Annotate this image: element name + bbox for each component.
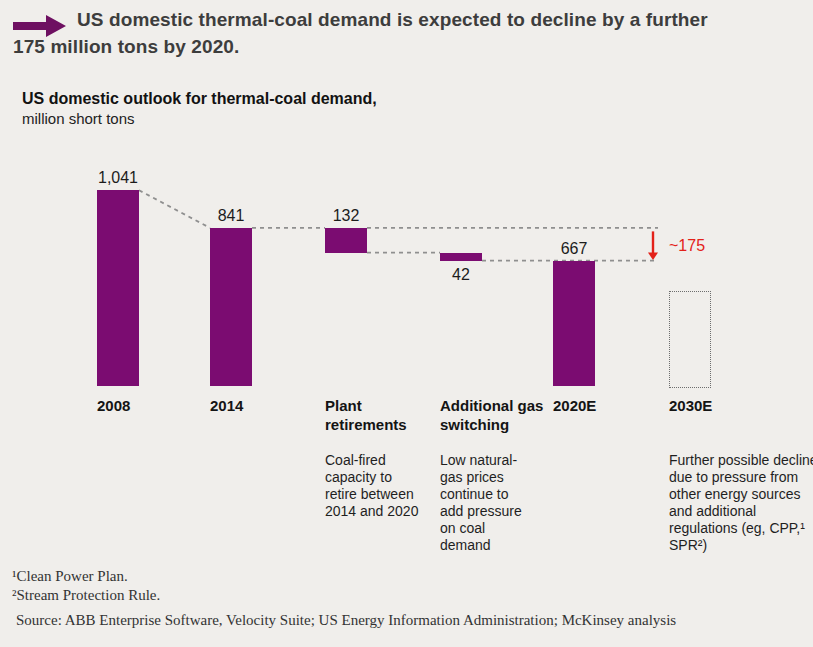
arrow-down-icon-head xyxy=(648,253,658,261)
category-label-plant-retirements: Plant retirements xyxy=(325,396,435,434)
bar-2014 xyxy=(210,228,252,386)
description-2030e: Further possible declines due to pressur… xyxy=(669,452,813,554)
connector-line xyxy=(139,190,210,228)
description-additional-gas-switching: Low natural-gas prices continue to add p… xyxy=(440,452,532,554)
chart-area: ~175 1,041 2008 841 2014 132 Plant retirement… xyxy=(0,0,813,647)
category-label-2008: 2008 xyxy=(97,396,207,415)
projected-bar-2030e xyxy=(669,291,711,388)
decline-delta-label: ~175 xyxy=(669,237,705,255)
value-label-2014: 841 xyxy=(218,207,245,225)
value-label-2008: 1,041 xyxy=(98,169,138,187)
bar-plant-retirements xyxy=(325,228,367,253)
value-label-2020e: 667 xyxy=(561,240,588,258)
value-label-plant-retirements: 132 xyxy=(333,207,360,225)
page: US domestic thermal-coal demand is expec… xyxy=(0,0,813,647)
category-label-additional-gas-switching: Additional gas switching xyxy=(440,396,550,434)
category-label-2020e: 2020E xyxy=(553,396,663,415)
bar-additional-gas-switching xyxy=(440,253,482,261)
category-label-2030e: 2030E xyxy=(669,396,813,415)
bar-2020e xyxy=(553,261,595,386)
description-plant-retirements: Coal-fired capacity to retire between 20… xyxy=(325,452,425,520)
bar-2008 xyxy=(97,190,139,386)
category-label-2014: 2014 xyxy=(210,396,320,415)
value-label-additional-gas-switching: 42 xyxy=(452,266,470,284)
